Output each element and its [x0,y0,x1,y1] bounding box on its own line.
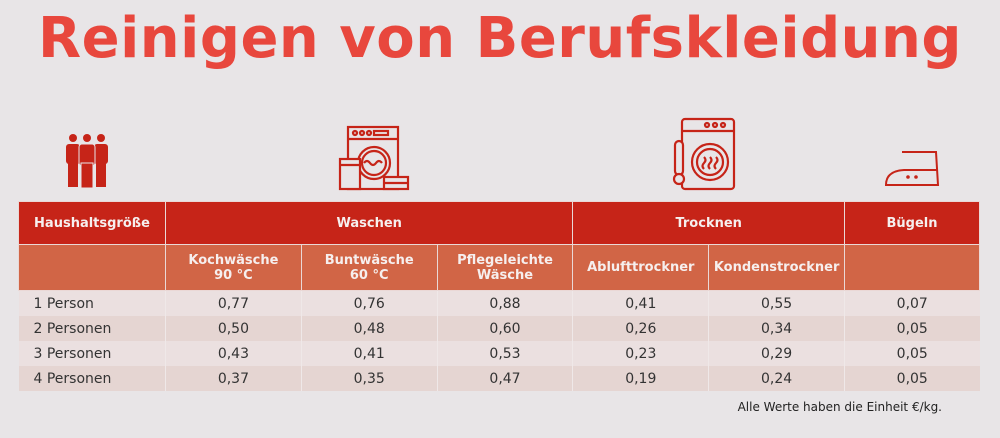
subheader-kochwaesche: Kochwäsche 90 °C [165,244,302,291]
value-cell: 0,19 [572,366,709,391]
household-cell: 1 Person [18,290,166,316]
value-cell: 0,29 [708,341,845,366]
value-cell: 0,26 [572,316,709,341]
household-cell: 2 Personen [18,316,166,341]
header-ironing: Bügeln [844,201,980,245]
value-cell: 0,48 [300,316,438,341]
value-cell: 0,34 [708,316,845,341]
value-cell: 0,60 [436,316,573,341]
header-washing: Waschen [164,201,574,245]
cost-table: Haushaltsgröße Waschen Trocknen Bügeln K… [18,201,980,391]
value-cell: 0,35 [300,366,438,391]
table-row: 3 Personen 0,43 0,41 0,53 0,23 0,29 0,05 [18,341,980,366]
subheader-empty [18,244,166,291]
page-title: Reinigen von Berufskleidung [38,6,962,71]
dryer-icon [672,117,736,191]
subheader-empty [844,244,980,291]
value-cell: 0,50 [165,316,302,341]
subheader-pflegeleichte: Pflegeleichte Wäsche [436,244,574,291]
value-cell: 0,53 [436,341,573,366]
value-cell: 0,24 [708,366,845,391]
value-cell: 0,47 [436,366,573,391]
value-cell: 0,41 [300,341,438,366]
value-cell: 0,76 [300,290,438,316]
header-household-size: Haushaltsgröße [18,201,166,245]
subheader-row: Kochwäsche 90 °C Buntwäsche 60 °C Pflegele… [18,244,980,291]
table-row: 4 Personen 0,37 0,35 0,47 0,19 0,24 0,05 [18,366,980,391]
iron-icon [884,151,940,186]
value-cell: 0,77 [165,290,302,316]
household-cell: 3 Personen [18,341,166,366]
value-cell: 0,05 [844,366,980,391]
value-cell: 0,37 [165,366,302,391]
value-cell: 0,43 [165,341,302,366]
people-icon [66,134,108,189]
subheader-kondenstrockner: Kondenstrockner [708,244,845,291]
household-cell: 4 Personen [18,366,166,391]
value-cell: 0,88 [436,290,573,316]
value-cell: 0,05 [844,316,980,341]
group-header-row: Haushaltsgröße Waschen Trocknen Bügeln [18,201,980,245]
value-cell: 0,05 [844,341,980,366]
value-cell: 0,55 [708,290,845,316]
table-row: 2 Personen 0,50 0,48 0,60 0,26 0,34 0,05 [18,316,980,341]
subheader-buntwaesche: Buntwäsche 60 °C [300,244,438,291]
header-drying: Trocknen [572,201,845,245]
value-cell: 0,23 [572,341,709,366]
washing-machine-icon [338,125,410,191]
subheader-ablufttrockner: Ablufttrockner [572,244,710,291]
value-cell: 0,07 [844,290,980,316]
value-cell: 0,41 [572,290,709,316]
table-row: 1 Person 0,77 0,76 0,88 0,41 0,55 0,07 [18,290,980,316]
unit-note: Alle Werte haben die Einheit €/kg. [737,400,942,414]
